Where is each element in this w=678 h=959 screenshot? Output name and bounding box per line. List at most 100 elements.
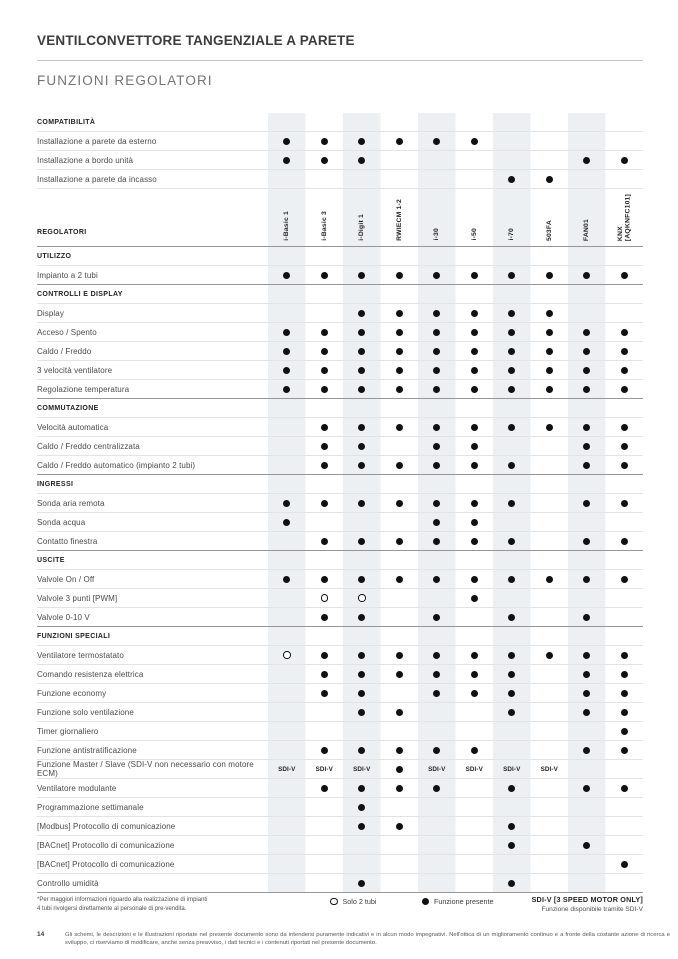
column-header: i-Basic 1 — [268, 189, 306, 246]
row-cells — [268, 817, 643, 835]
filled-dot-icon — [470, 461, 478, 469]
row-cells — [268, 170, 643, 188]
feature-cell — [268, 494, 306, 512]
feature-cell-empty — [381, 437, 419, 455]
section-cells — [268, 247, 643, 265]
section-cells — [268, 627, 643, 645]
table-row: Caldo / Freddo automatico (impianto 2 tu… — [37, 456, 643, 475]
feature-cell — [568, 151, 606, 169]
feature-cell — [418, 684, 456, 702]
filled-dot-icon — [583, 423, 591, 431]
feature-cell — [531, 646, 569, 664]
filled-dot-icon — [620, 860, 628, 868]
filled-dot-icon — [583, 784, 591, 792]
feature-cell-empty — [606, 817, 644, 835]
filled-dot-icon — [508, 499, 516, 507]
feature-cell-empty — [268, 437, 306, 455]
feature-cell-empty — [456, 874, 494, 892]
filled-dot-icon — [508, 271, 516, 279]
filled-dot-icon — [358, 784, 366, 792]
column-header-label: RWIECM 1-2 — [395, 199, 403, 241]
legend-label: Funzione presente — [434, 897, 494, 906]
feature-cell-empty — [531, 494, 569, 512]
feature-cell-empty — [493, 722, 531, 740]
filled-dot-icon — [395, 347, 403, 355]
feature-cell-empty — [493, 151, 531, 169]
filled-dot-icon — [620, 708, 628, 716]
feature-cell-empty — [606, 132, 644, 150]
table-row: Funzione antistratificazione — [37, 741, 643, 760]
feature-cell — [418, 342, 456, 360]
feature-cell-empty — [268, 855, 306, 873]
feature-cell — [306, 646, 344, 664]
feature-cell — [268, 342, 306, 360]
row-label: Sonda acqua — [37, 517, 86, 527]
feature-cell — [268, 151, 306, 169]
row-label: Installazione a bordo unità — [37, 155, 134, 165]
feature-cell — [568, 836, 606, 854]
filled-dot-icon — [283, 347, 291, 355]
feature-cell-empty — [456, 779, 494, 797]
feature-cell-empty — [568, 760, 606, 778]
feature-cell-empty — [606, 589, 644, 607]
filled-dot-icon — [433, 613, 441, 621]
filled-dot-icon — [433, 423, 441, 431]
feature-cell — [606, 665, 644, 683]
row-cells — [268, 418, 643, 436]
row-cells — [268, 323, 643, 341]
feature-cell — [418, 323, 456, 341]
feature-cell-empty — [268, 170, 306, 188]
filled-dot-icon — [470, 518, 478, 526]
row-label: Programmazione settimanale — [37, 802, 144, 812]
open-circle-icon — [320, 594, 328, 602]
feature-cell — [418, 665, 456, 683]
feature-cell — [381, 494, 419, 512]
feature-cell — [606, 151, 644, 169]
feature-cell — [343, 646, 381, 664]
filled-dot-icon — [433, 746, 441, 754]
filled-dot-icon — [583, 271, 591, 279]
feature-cell-empty — [531, 456, 569, 474]
filled-dot-icon — [620, 499, 628, 507]
filled-dot-icon — [433, 328, 441, 336]
feature-cell — [343, 589, 381, 607]
filled-dot-icon — [433, 271, 441, 279]
row-label: [BACnet] Protocollo di comunicazione — [37, 859, 175, 869]
feature-cell-empty — [418, 874, 456, 892]
feature-cell — [268, 266, 306, 284]
row-label: Acceso / Spento — [37, 327, 97, 337]
filled-dot-icon — [470, 137, 478, 145]
filled-dot-icon — [470, 499, 478, 507]
section-cells — [268, 475, 643, 493]
filled-dot-icon — [395, 328, 403, 336]
feature-cell — [568, 532, 606, 550]
feature-cell — [606, 684, 644, 702]
feature-cell — [268, 323, 306, 341]
feature-cell-empty — [343, 170, 381, 188]
row-label: Velocità automatica — [37, 422, 109, 432]
feature-cell — [568, 703, 606, 721]
filled-dot-icon — [508, 670, 516, 678]
filled-dot-icon — [620, 670, 628, 678]
feature-cell-empty — [306, 855, 344, 873]
feature-cell — [343, 361, 381, 379]
section-title: FUNZIONI SPECIALI — [37, 632, 111, 640]
section-header-row: COMMUTAZIONE — [37, 399, 643, 418]
filled-dot-icon — [283, 328, 291, 336]
sdiv-cell-label: SDI-V — [465, 765, 483, 773]
feature-cell — [381, 760, 419, 778]
filled-dot-icon — [433, 385, 441, 393]
table-row: [Modbus] Protocollo di comunicazione — [37, 817, 643, 836]
filled-dot-icon — [620, 366, 628, 374]
section-title: COMPATIBILITÀ — [37, 118, 96, 126]
section-cells — [268, 399, 643, 417]
filled-dot-icon — [320, 328, 328, 336]
feature-cell — [456, 266, 494, 284]
feature-cell — [381, 380, 419, 398]
feature-cell — [568, 779, 606, 797]
feature-cell — [306, 437, 344, 455]
column-header: KNX [AQKNFC101] — [606, 189, 644, 246]
feature-cell — [343, 703, 381, 721]
feature-cell — [568, 437, 606, 455]
filled-dot-icon — [320, 575, 328, 583]
